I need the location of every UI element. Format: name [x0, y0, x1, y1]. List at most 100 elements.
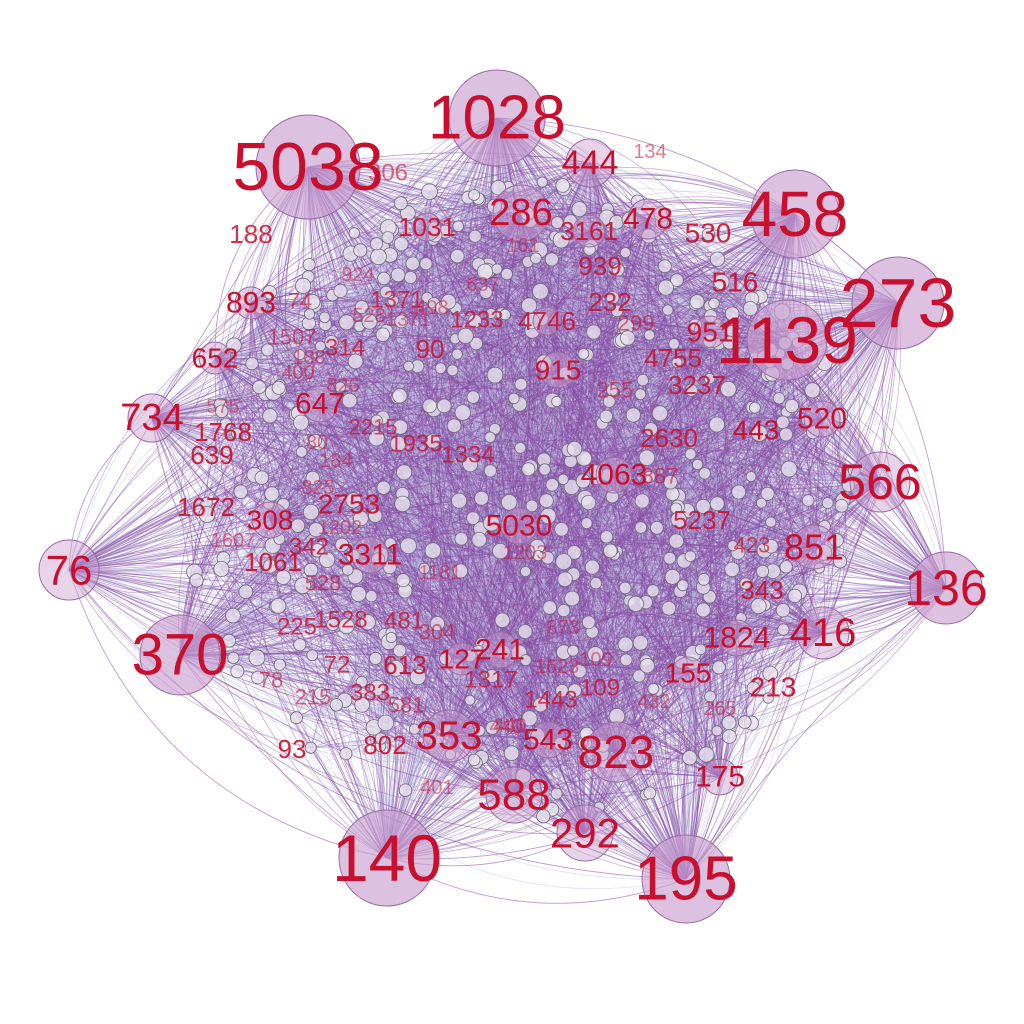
edge [494, 206, 760, 434]
edge [646, 325, 696, 459]
edge [448, 301, 746, 584]
edge [400, 441, 434, 791]
edge [355, 390, 613, 577]
edge [508, 186, 621, 672]
edge [278, 252, 626, 389]
edge [361, 500, 460, 705]
edge [453, 305, 710, 427]
edge [267, 349, 610, 402]
edge [355, 247, 384, 519]
edge [388, 324, 696, 643]
edge [391, 229, 423, 473]
edge [649, 407, 756, 478]
edge [642, 379, 763, 572]
edge [310, 517, 474, 748]
edge [635, 375, 768, 604]
edge [478, 198, 692, 391]
edge [627, 337, 770, 366]
edge [279, 506, 704, 569]
edge [680, 389, 738, 662]
edge [377, 500, 643, 689]
edge [754, 407, 828, 504]
edge [221, 410, 627, 661]
edge [537, 468, 790, 547]
edge [374, 515, 399, 705]
edge [640, 642, 707, 755]
edge [355, 277, 411, 362]
edge [501, 313, 579, 553]
edge [279, 305, 530, 665]
edge [512, 398, 549, 517]
edge [652, 301, 698, 591]
edge [320, 345, 704, 611]
edge [384, 500, 643, 636]
edge [490, 182, 543, 314]
edge [484, 271, 608, 476]
edge [622, 340, 718, 731]
edge [720, 550, 765, 723]
edge [454, 425, 800, 592]
edge [233, 650, 541, 706]
edge [500, 326, 627, 800]
edge [349, 239, 434, 401]
edge [474, 320, 545, 363]
edge [297, 387, 341, 526]
edge [196, 384, 522, 581]
edge [640, 527, 707, 755]
edge [521, 353, 780, 800]
edge [402, 360, 770, 505]
edge [525, 434, 787, 632]
edge [382, 325, 766, 418]
edge [355, 549, 613, 587]
edge [579, 208, 718, 504]
edge [312, 301, 542, 320]
edge [308, 276, 733, 315]
edge [402, 187, 499, 581]
edge [494, 416, 607, 441]
edge [591, 362, 825, 632]
edge [398, 539, 480, 706]
edge [450, 297, 759, 755]
edge [383, 247, 530, 307]
edge [525, 389, 692, 661]
edge [324, 316, 828, 504]
edge [770, 363, 827, 523]
edge [312, 301, 710, 598]
edge [677, 496, 800, 592]
edge [473, 194, 574, 653]
edge [627, 285, 720, 339]
edge [474, 556, 691, 761]
edge [339, 185, 563, 388]
edge [336, 458, 587, 706]
edge [206, 313, 492, 515]
edge [465, 335, 549, 558]
edge [403, 472, 480, 540]
edge [261, 259, 552, 308]
edge [531, 330, 561, 744]
edge [383, 188, 565, 252]
edge [616, 222, 641, 643]
edge [297, 412, 585, 736]
edge [327, 559, 630, 602]
edge [271, 398, 514, 495]
edge [650, 404, 755, 430]
edge [579, 650, 694, 672]
edge [727, 389, 768, 495]
edge [501, 313, 849, 486]
edge [236, 365, 409, 672]
edge [279, 515, 704, 611]
edge [360, 303, 435, 519]
edge [315, 420, 531, 467]
edge [345, 735, 646, 795]
edge [468, 197, 820, 569]
edge [375, 278, 385, 635]
edge [257, 264, 310, 678]
edge [584, 373, 774, 744]
edge [314, 304, 565, 611]
edge [382, 234, 436, 335]
edge [312, 206, 495, 479]
edge [434, 227, 766, 327]
edge [450, 464, 471, 572]
edge [355, 565, 704, 588]
